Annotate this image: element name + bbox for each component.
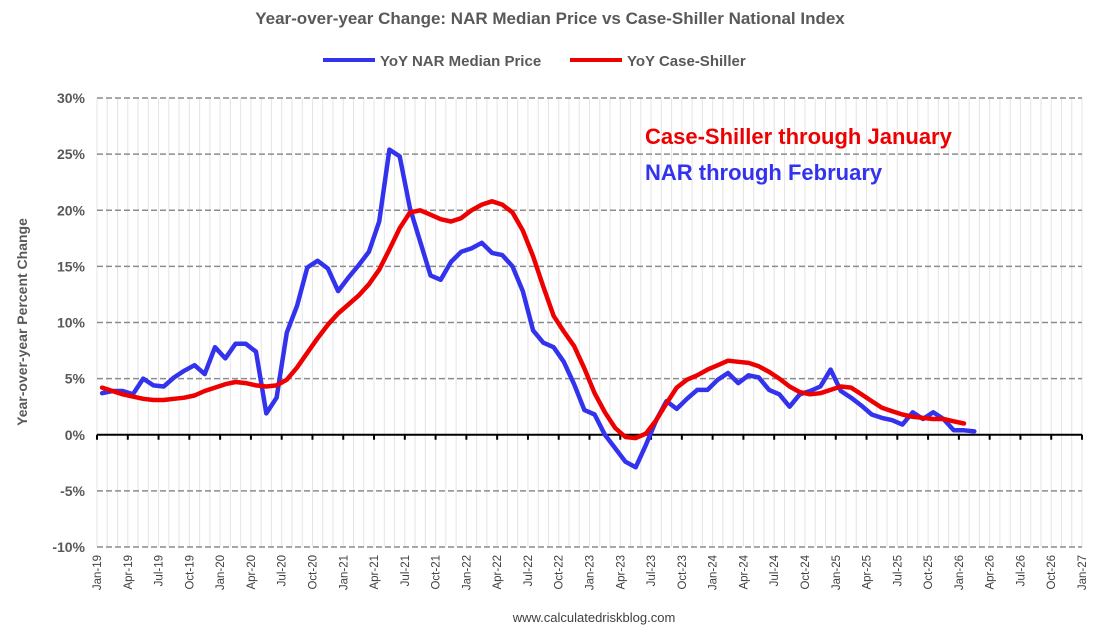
x-tick-label: Jan-26 [954, 555, 966, 590]
x-tick-label: Jan-23 [585, 555, 597, 590]
x-tick-label: Oct-24 [800, 554, 812, 589]
legend-label-nar: YoY NAR Median Price [380, 53, 541, 70]
x-tick-label: Oct-22 [554, 555, 566, 590]
x-tick-label: Oct-20 [307, 555, 319, 590]
x-tick-label: Jul-21 [400, 555, 412, 586]
legend-label-case-shiller: YoY Case-Shiller [627, 53, 746, 70]
x-tick-label: Jan-27 [1077, 555, 1089, 590]
x-tick-label: Jan-19 [92, 555, 104, 590]
x-axis-ticks: Jan-19 Apr-19 Jul-19 Oct-19 Jan-20 Apr-20 Jul-… [92, 554, 1089, 590]
series-lines [99, 147, 977, 470]
x-tick-label: Oct-19 [184, 555, 196, 590]
y-tick-label: -5% [60, 483, 85, 499]
x-tick-label: Apr-24 [738, 554, 750, 589]
annotation-case-shiller: Case-Shiller through January [645, 124, 953, 149]
y-tick-label: 15% [57, 258, 86, 274]
x-tick-label: Apr-19 [123, 555, 135, 590]
x-tick-label: Jan-21 [338, 555, 350, 590]
y-tick-label: 0% [65, 427, 86, 443]
y-tick-label: 20% [57, 202, 86, 218]
x-tick-label: Apr-21 [369, 555, 381, 590]
x-tick-label: Jul-19 [154, 555, 166, 586]
legend: YoY NAR Median Price YoY Case-Shiller [323, 53, 746, 70]
chart-title: Year-over-year Change: NAR Median Price … [255, 9, 845, 28]
x-tick-label: Oct-23 [677, 555, 689, 590]
x-tick-label: Apr-26 [985, 555, 997, 590]
series-line-nar [99, 147, 977, 470]
y-tick-label: 30% [57, 90, 86, 106]
x-tick-label: Jul-20 [277, 555, 289, 586]
y-tick-label: 10% [57, 315, 86, 331]
x-tick-label: Apr-23 [615, 555, 627, 590]
source-footer: www.calculatedriskblog.com [512, 610, 676, 625]
annotation-nar: NAR through February [645, 160, 883, 185]
x-tick-label: Apr-25 [862, 555, 874, 590]
x-tick-label: Jan-25 [831, 555, 843, 590]
x-tick-label: Jul-26 [1015, 555, 1027, 586]
x-tick-label: Jul-24 [769, 554, 781, 586]
y-tick-label: 5% [65, 371, 86, 387]
x-tick-label: Jul-25 [892, 555, 904, 586]
series-line-case-shiller [99, 199, 967, 441]
y-axis-label: Year-over-year Percent Change [14, 218, 30, 426]
x-tick-label: Apr-20 [246, 555, 258, 590]
x-tick-label: Oct-26 [1046, 555, 1058, 590]
x-tick-label: Oct-21 [431, 555, 443, 590]
y-axis-ticks: -10% -5% 0% 5% 10% 15% 20% 25% 30% [52, 90, 85, 555]
x-tick-label: Jul-23 [646, 555, 658, 586]
x-tick-label: Jan-24 [708, 554, 720, 590]
y-tick-label: -10% [52, 539, 85, 555]
y-tick-label: 25% [57, 146, 86, 162]
x-axis [96, 433, 1083, 440]
x-tick-label: Apr-22 [492, 555, 504, 590]
x-tick-label: Jan-20 [215, 555, 227, 590]
x-tick-label: Jul-22 [523, 555, 535, 586]
x-tick-label: Jan-22 [461, 555, 473, 590]
x-tick-label: Oct-25 [923, 555, 935, 590]
